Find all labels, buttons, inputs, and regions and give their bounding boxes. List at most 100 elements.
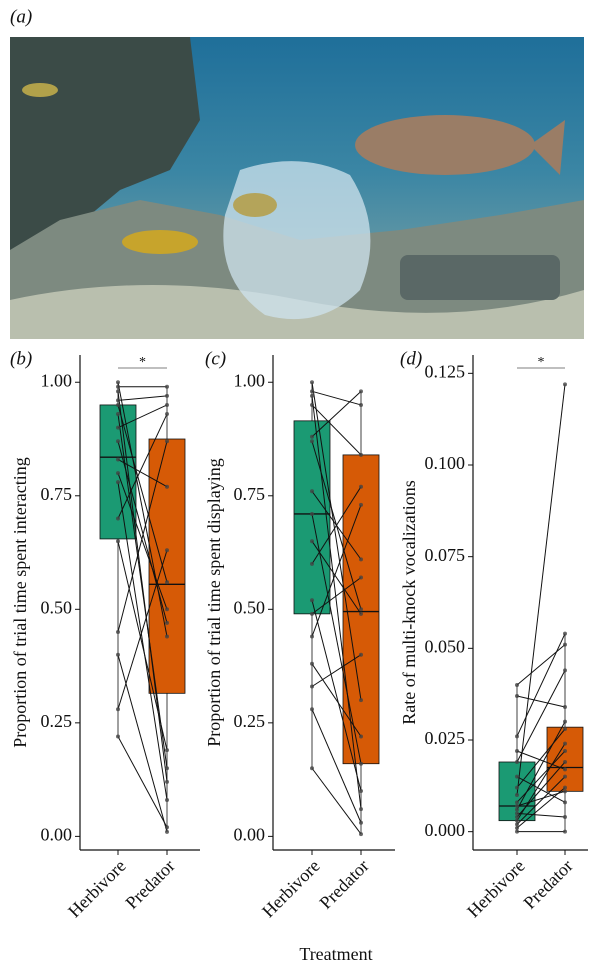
y-tick-label: 0.050 <box>425 636 466 656</box>
point <box>116 471 120 475</box>
point <box>563 632 567 636</box>
point <box>359 698 363 702</box>
y-axis-title: Proportion of trial time spent interacti… <box>10 457 30 747</box>
point <box>563 382 567 386</box>
point <box>563 720 567 724</box>
point <box>116 398 120 402</box>
y-tick-label: 0.75 <box>234 484 266 504</box>
panel-label: (a) <box>10 6 32 27</box>
point <box>310 394 314 398</box>
pair-line <box>517 696 565 707</box>
point <box>310 403 314 407</box>
point <box>165 825 169 829</box>
point <box>116 403 120 407</box>
point <box>563 800 567 804</box>
y-tick-label: 0.100 <box>425 453 466 473</box>
point <box>310 380 314 384</box>
point <box>515 760 519 764</box>
point <box>359 485 363 489</box>
point <box>359 453 363 457</box>
point <box>563 786 567 790</box>
pair-line <box>517 645 565 685</box>
point <box>116 480 120 484</box>
point <box>116 630 120 634</box>
y-tick-label: 0.75 <box>41 484 73 504</box>
point <box>310 435 314 439</box>
point <box>563 775 567 779</box>
x-axis-title: Treatment <box>299 944 372 964</box>
point <box>310 562 314 566</box>
point <box>165 607 169 611</box>
y-tick-label: 0.025 <box>425 728 466 748</box>
point <box>563 643 567 647</box>
point <box>515 800 519 804</box>
point <box>563 789 567 793</box>
point <box>116 539 120 543</box>
point <box>116 734 120 738</box>
y-axis-title: Rate of multi-knock vocalizations <box>399 480 419 724</box>
point <box>359 832 363 836</box>
y-tick-label: 0.50 <box>234 597 266 617</box>
y-tick-label: 0.075 <box>425 545 466 565</box>
point <box>515 822 519 826</box>
point <box>563 767 567 771</box>
point <box>165 548 169 552</box>
point <box>116 653 120 657</box>
point <box>310 489 314 493</box>
point <box>359 612 363 616</box>
y-tick-label: 1.00 <box>41 370 73 390</box>
y-axis-title: Proportion of trial time spent displayin… <box>204 458 224 746</box>
point <box>310 662 314 666</box>
point <box>165 412 169 416</box>
point <box>515 808 519 812</box>
point <box>165 485 169 489</box>
panel-label: (b) <box>10 348 32 369</box>
point <box>563 727 567 731</box>
significance-label: * <box>538 355 545 370</box>
point <box>310 635 314 639</box>
point <box>116 707 120 711</box>
point <box>165 798 169 802</box>
panel-label: (d) <box>400 348 422 369</box>
point <box>359 734 363 738</box>
point <box>515 734 519 738</box>
y-tick-label: 0.25 <box>234 711 266 731</box>
point <box>359 557 363 561</box>
point <box>563 742 567 746</box>
point <box>310 766 314 770</box>
point <box>116 380 120 384</box>
point <box>515 694 519 698</box>
point <box>359 807 363 811</box>
y-tick-label: 0.000 <box>425 820 466 840</box>
point <box>563 815 567 819</box>
x-tick-label: Predator <box>315 856 372 913</box>
point <box>165 385 169 389</box>
point <box>515 826 519 830</box>
point <box>563 705 567 709</box>
photo <box>10 37 584 339</box>
x-tick-label: Herbivore <box>64 856 130 922</box>
point <box>116 389 120 393</box>
point <box>165 403 169 407</box>
point <box>116 516 120 520</box>
point <box>515 815 519 819</box>
point <box>165 394 169 398</box>
point <box>310 685 314 689</box>
x-tick-label: Herbivore <box>463 856 529 922</box>
point <box>165 830 169 834</box>
y-tick-label: 1.00 <box>234 370 266 390</box>
point <box>515 775 519 779</box>
point <box>165 635 169 639</box>
point <box>515 819 519 823</box>
significance-label: * <box>139 355 146 370</box>
point <box>359 503 363 507</box>
point <box>165 748 169 752</box>
point <box>310 439 314 443</box>
point <box>359 576 363 580</box>
figure: (a) Treatment (b) Proportion of trial tim… <box>0 0 594 966</box>
box <box>149 439 185 693</box>
point <box>116 439 120 443</box>
point <box>359 789 363 793</box>
pair-line <box>312 768 361 834</box>
point <box>359 607 363 611</box>
